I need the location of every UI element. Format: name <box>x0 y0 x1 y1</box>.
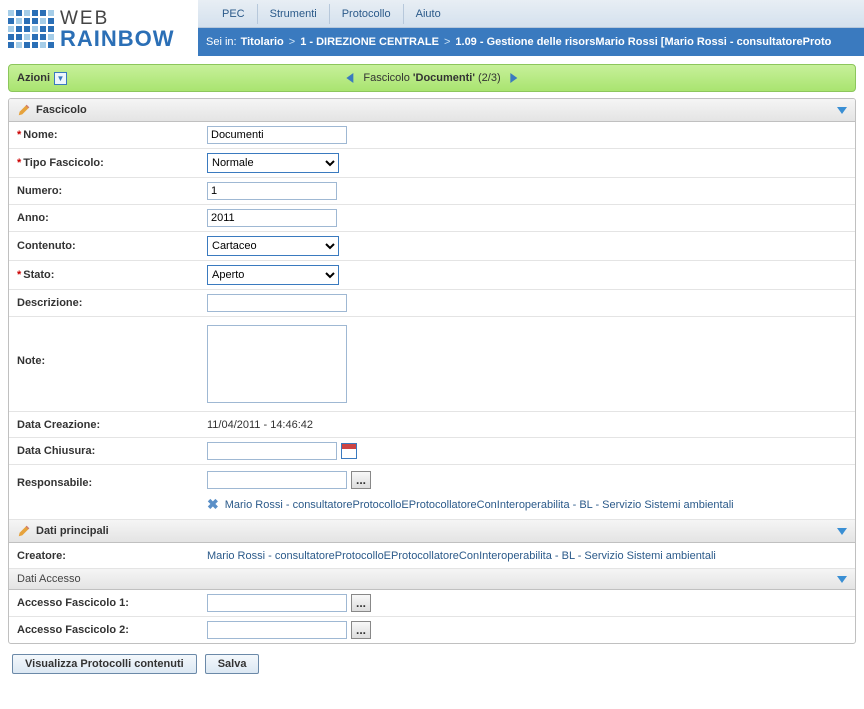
row-data-creazione: Data Creazione: 11/04/2011 - 14:46:42 <box>9 412 855 438</box>
select-stato[interactable]: Aperto <box>207 265 339 285</box>
pencil-icon <box>17 524 31 538</box>
row-data-chiusura: Data Chiusura: <box>9 438 855 465</box>
menubar: PEC Strumenti Protocollo Aiuto <box>198 0 864 28</box>
section-dati-principali-header: Dati principali <box>9 520 855 543</box>
record-nav: Fascicolo 'Documenti' (2/3) <box>346 72 517 84</box>
row-responsabile: Responsabile: ... ✖ Mario Rossi - consul… <box>9 465 855 520</box>
row-accesso-2: Accesso Fascicolo 2: ... <box>9 617 855 643</box>
label-nome: Nome: <box>23 129 57 141</box>
row-anno: Anno: <box>9 205 855 232</box>
collapse-icon[interactable] <box>837 576 847 583</box>
chevron-down-icon: ▼ <box>54 72 67 85</box>
link-responsabile[interactable]: Mario Rossi - consultatoreProtocolloEPro… <box>225 499 734 511</box>
label-creatore: Creatore: <box>17 550 207 562</box>
section-dati-accesso-title: Dati Accesso <box>17 573 837 585</box>
nav-title: Fascicolo 'Documenti' (2/3) <box>363 72 500 84</box>
label-data-creazione: Data Creazione: <box>17 419 207 431</box>
menu-protocollo[interactable]: Protocollo <box>330 4 404 24</box>
row-stato: *Stato: Aperto <box>9 261 855 290</box>
input-numero[interactable] <box>207 182 337 200</box>
lookup-icon[interactable]: ... <box>351 471 371 489</box>
row-creatore: Creatore: Mario Rossi - consultatoreProt… <box>9 543 855 569</box>
link-creatore[interactable]: Mario Rossi - consultatoreProtocolloEPro… <box>207 550 716 562</box>
nav-prev-icon[interactable] <box>346 73 353 83</box>
row-contenuto: Contenuto: Cartaceo <box>9 232 855 261</box>
azioni-dropdown[interactable]: Azioni ▼ <box>17 72 67 85</box>
select-tipo-fascicolo[interactable]: Normale <box>207 153 339 173</box>
azioni-label: Azioni <box>17 72 50 84</box>
section-fascicolo-header: Fascicolo <box>9 99 855 122</box>
logo-line1: WEB <box>60 9 175 28</box>
input-nome[interactable] <box>207 126 347 144</box>
section-dati-principali-title: Dati principali <box>36 525 837 537</box>
input-descrizione[interactable] <box>207 294 347 312</box>
breadcrumb-seg-1[interactable]: 1 - DIREZIONE CENTRALE <box>300 36 439 48</box>
header: WEB RAINBOW PEC Strumenti Protocollo Aiu… <box>0 0 864 58</box>
section-dati-accesso-header: Dati Accesso <box>9 569 855 590</box>
logo: WEB RAINBOW <box>0 0 198 58</box>
lookup-icon[interactable]: ... <box>351 594 371 612</box>
collapse-icon[interactable] <box>837 528 847 535</box>
label-note: Note: <box>17 325 207 367</box>
breadcrumb-seg-0[interactable]: Titolario <box>241 36 284 48</box>
collapse-icon[interactable] <box>837 107 847 114</box>
logo-icon <box>8 10 54 48</box>
row-note: Note: <box>9 317 855 412</box>
top-right: PEC Strumenti Protocollo Aiuto Sei in: T… <box>198 0 864 58</box>
label-contenuto: Contenuto: <box>17 240 207 252</box>
breadcrumb-prefix: Sei in: <box>206 36 237 48</box>
label-numero: Numero: <box>17 185 207 197</box>
textarea-note[interactable] <box>207 325 347 403</box>
value-data-creazione: 11/04/2011 - 14:46:42 <box>207 419 313 431</box>
breadcrumb-seg-2[interactable]: 1.09 - Gestione delle risors <box>455 36 595 48</box>
input-accesso-2[interactable] <box>207 621 347 639</box>
label-stato: Stato: <box>23 269 54 281</box>
menu-pec[interactable]: PEC <box>210 4 258 24</box>
label-tipo: Tipo Fascicolo: <box>23 157 103 169</box>
breadcrumb-seg-3[interactable]: Mario Rossi [Mario Rossi - consultatoreP… <box>595 36 831 48</box>
visualizza-button[interactable]: Visualizza Protocolli contenuti <box>12 654 197 674</box>
row-accesso-1: Accesso Fascicolo 1: ... <box>9 590 855 617</box>
salva-button[interactable]: Salva <box>205 654 260 674</box>
delete-icon[interactable]: ✖ <box>207 496 219 513</box>
input-anno[interactable] <box>207 209 337 227</box>
nav-next-icon[interactable] <box>511 73 518 83</box>
logo-line2: RAINBOW <box>60 28 175 50</box>
row-descrizione: Descrizione: <box>9 290 855 317</box>
button-row: Visualizza Protocolli contenuti Salva <box>12 654 852 674</box>
menu-aiuto[interactable]: Aiuto <box>404 4 453 24</box>
input-responsabile[interactable] <box>207 471 347 489</box>
label-responsabile: Responsabile: <box>17 471 207 489</box>
select-contenuto[interactable]: Cartaceo <box>207 236 339 256</box>
row-tipo-fascicolo: *Tipo Fascicolo: Normale <box>9 149 855 178</box>
label-accesso-2: Accesso Fascicolo 2: <box>17 624 207 636</box>
row-nome: *Nome: <box>9 122 855 149</box>
action-bar: Azioni ▼ Fascicolo 'Documenti' (2/3) <box>8 64 856 92</box>
section-fascicolo-title: Fascicolo <box>36 104 837 116</box>
logo-text: WEB RAINBOW <box>60 9 175 50</box>
pencil-icon <box>17 103 31 117</box>
calendar-icon[interactable] <box>341 443 357 459</box>
lookup-icon[interactable]: ... <box>351 621 371 639</box>
breadcrumb: Sei in: Titolario > 1 - DIREZIONE CENTRA… <box>198 28 864 56</box>
label-anno: Anno: <box>17 212 207 224</box>
menu-strumenti[interactable]: Strumenti <box>258 4 330 24</box>
row-numero: Numero: <box>9 178 855 205</box>
label-descrizione: Descrizione: <box>17 297 207 309</box>
input-data-chiusura[interactable] <box>207 442 337 460</box>
label-data-chiusura: Data Chiusura: <box>17 445 207 457</box>
input-accesso-1[interactable] <box>207 594 347 612</box>
label-accesso-1: Accesso Fascicolo 1: <box>17 597 207 609</box>
main-panel: Fascicolo *Nome: *Tipo Fascicolo: Normal… <box>8 98 856 644</box>
